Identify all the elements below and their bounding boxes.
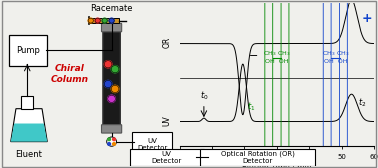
FancyBboxPatch shape [102, 125, 122, 133]
Text: +: + [362, 12, 373, 25]
X-axis label: Elution Time / min: Elution Time / min [242, 163, 312, 168]
Text: Eluent: Eluent [15, 150, 42, 159]
Text: $t_1$: $t_1$ [247, 100, 256, 113]
FancyBboxPatch shape [130, 149, 204, 166]
FancyBboxPatch shape [200, 149, 315, 166]
Text: $t_0$: $t_0$ [200, 90, 208, 102]
Text: CH$_3$ CH$_3$: CH$_3$ CH$_3$ [263, 49, 291, 58]
Circle shape [107, 137, 116, 146]
Text: −: − [249, 51, 259, 61]
Circle shape [108, 138, 110, 141]
Text: UV: UV [163, 115, 172, 125]
Polygon shape [11, 123, 47, 142]
Text: UV
Detector: UV Detector [137, 138, 167, 151]
Circle shape [95, 18, 100, 23]
Circle shape [113, 143, 115, 145]
FancyBboxPatch shape [103, 31, 120, 126]
FancyBboxPatch shape [89, 18, 119, 23]
Text: UV
Detector: UV Detector [152, 151, 182, 164]
Circle shape [108, 95, 115, 102]
Circle shape [104, 80, 112, 88]
Circle shape [104, 61, 112, 68]
Text: Optical Rotation (OR)
Detector: Optical Rotation (OR) Detector [221, 150, 294, 164]
Text: Pump: Pump [16, 46, 40, 55]
Circle shape [111, 66, 119, 73]
Text: OR: OR [163, 37, 172, 48]
Polygon shape [11, 109, 47, 142]
FancyBboxPatch shape [21, 96, 33, 109]
Text: CH$_3$ CH$_3$: CH$_3$ CH$_3$ [322, 49, 349, 58]
Text: OH  OH: OH OH [324, 59, 347, 64]
Circle shape [102, 18, 107, 23]
Text: Racemate: Racemate [90, 4, 133, 13]
FancyBboxPatch shape [9, 35, 47, 66]
Circle shape [109, 18, 114, 23]
FancyBboxPatch shape [132, 132, 172, 158]
Text: $t_2$: $t_2$ [358, 97, 366, 109]
FancyBboxPatch shape [102, 23, 122, 32]
Text: OH  OH: OH OH [265, 59, 289, 64]
Circle shape [88, 18, 93, 23]
Circle shape [111, 85, 119, 93]
Text: Chiral
Column: Chiral Column [51, 64, 89, 84]
Circle shape [108, 143, 110, 145]
Circle shape [113, 138, 115, 141]
